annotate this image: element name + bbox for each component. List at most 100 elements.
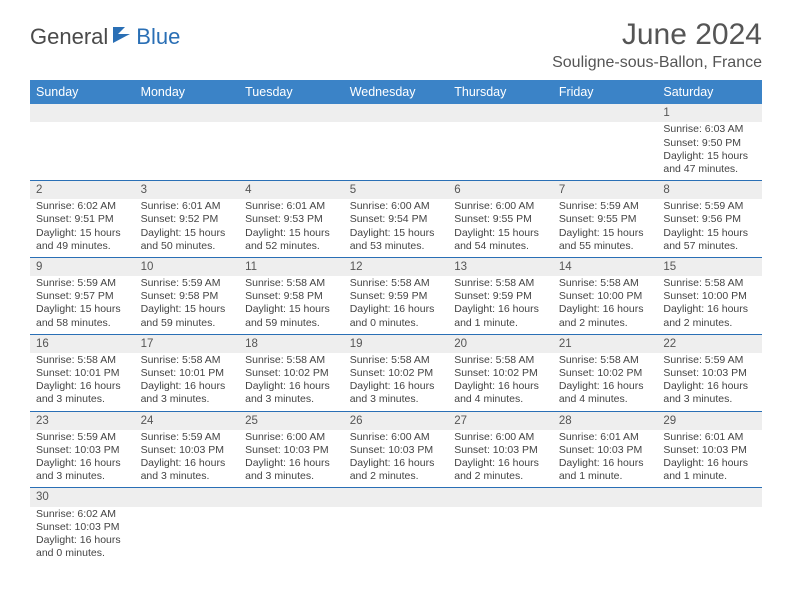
weekday-header: Saturday [657,80,762,104]
weekday-header: Tuesday [239,80,344,104]
day-number-row: 23242526272829 [30,411,762,430]
sunset-text: Sunset: 10:03 PM [36,444,129,457]
day-info-cell: Sunrise: 6:02 AMSunset: 9:51 PMDaylight:… [30,199,135,257]
weekday-header: Monday [135,80,240,104]
weekday-header-row: SundayMondayTuesdayWednesdayThursdayFrid… [30,80,762,104]
weekday-header: Thursday [448,80,553,104]
sunset-text: Sunset: 10:00 PM [663,290,756,303]
day-info-cell: Sunrise: 5:58 AMSunset: 10:00 PMDaylight… [553,276,658,334]
daylight-text: Daylight: 16 hours and 3 minutes. [245,457,338,483]
sunset-text: Sunset: 10:03 PM [454,444,547,457]
daylight-text: Daylight: 15 hours and 55 minutes. [559,227,652,253]
brand-text-2: Blue [136,24,180,50]
day-info-cell: Sunrise: 5:58 AMSunset: 10:02 PMDaylight… [553,353,658,411]
sunrise-text: Sunrise: 6:00 AM [350,200,443,213]
day-info-cell [239,122,344,180]
sunrise-text: Sunrise: 5:59 AM [559,200,652,213]
day-info-row: Sunrise: 6:03 AMSunset: 9:50 PMDaylight:… [30,122,762,180]
day-number-cell [344,488,449,507]
daylight-text: Daylight: 15 hours and 59 minutes. [141,303,234,329]
sunrise-text: Sunrise: 5:58 AM [663,277,756,290]
sunset-text: Sunset: 9:50 PM [663,137,756,150]
day-info-cell [448,122,553,180]
day-number-cell: 3 [135,180,240,199]
daylight-text: Daylight: 16 hours and 2 minutes. [350,457,443,483]
day-number-cell: 27 [448,411,553,430]
sunrise-text: Sunrise: 5:58 AM [245,277,338,290]
day-number-cell [553,488,658,507]
day-number-cell [553,104,658,122]
day-number-cell: 26 [344,411,449,430]
day-info-cell [239,507,344,565]
day-number-cell: 17 [135,334,240,353]
day-number-cell: 13 [448,257,553,276]
daylight-text: Daylight: 16 hours and 0 minutes. [36,534,129,560]
weekday-header: Sunday [30,80,135,104]
day-number-cell: 24 [135,411,240,430]
day-info-row: Sunrise: 5:58 AMSunset: 10:01 PMDaylight… [30,353,762,411]
sunrise-text: Sunrise: 6:00 AM [454,200,547,213]
day-info-cell: Sunrise: 6:01 AMSunset: 9:52 PMDaylight:… [135,199,240,257]
day-number-cell [135,104,240,122]
daylight-text: Daylight: 16 hours and 1 minute. [559,457,652,483]
sunrise-text: Sunrise: 5:59 AM [36,431,129,444]
sunset-text: Sunset: 10:03 PM [141,444,234,457]
daylight-text: Daylight: 15 hours and 53 minutes. [350,227,443,253]
day-info-cell: Sunrise: 5:58 AMSunset: 10:02 PMDaylight… [344,353,449,411]
sunrise-text: Sunrise: 5:59 AM [141,431,234,444]
day-number-cell: 7 [553,180,658,199]
day-info-cell: Sunrise: 5:58 AMSunset: 10:02 PMDaylight… [448,353,553,411]
sunset-text: Sunset: 10:03 PM [663,367,756,380]
day-info-cell [30,122,135,180]
sunrise-text: Sunrise: 5:58 AM [559,354,652,367]
day-info-cell: Sunrise: 5:59 AMSunset: 9:58 PMDaylight:… [135,276,240,334]
day-info-row: Sunrise: 5:59 AMSunset: 10:03 PMDaylight… [30,430,762,488]
day-info-row: Sunrise: 5:59 AM Sunset: 9:57 PM Daylight:… [30,276,762,334]
calendar-table: SundayMondayTuesdayWednesdayThursdayFrid… [30,80,762,564]
daylight-text: Daylight: 16 hours and 1 minute. [454,303,547,329]
day-number-cell: 10 [135,257,240,276]
day-number-cell: 11 [239,257,344,276]
day-info-cell: Sunrise: 6:00 AMSunset: 10:03 PMDaylight… [344,430,449,488]
daylight-text: Daylight: 15 hours and 59 minutes. [245,303,338,329]
day-info-cell [135,122,240,180]
day-info-cell [553,122,658,180]
day-number-row: 16171819202122 [30,334,762,353]
sunset-text: Sunset: 10:03 PM [663,444,756,457]
day-number-cell: 18 [239,334,344,353]
sunrise-text: Sunrise: 5:59 AM [141,277,234,290]
sunset-text: Sunset: 10:02 PM [454,367,547,380]
day-number-cell: 23 [30,411,135,430]
day-number-row: 9101112131415 [30,257,762,276]
day-number-row: 2345678 [30,180,762,199]
sunset-text: Sunset: 9:54 PM [350,213,443,226]
daylight-text: Daylight: 16 hours and 3 minutes. [663,380,756,406]
day-info-cell [344,122,449,180]
day-info-cell: Sunrise: 6:00 AMSunset: 10:03 PMDaylight… [448,430,553,488]
brand-logo: GeneralBlue [30,18,180,50]
sunset-text: Sunset: 9:58 PM [245,290,338,303]
sunrise-text: Sunrise: 5:58 AM [141,354,234,367]
daylight-text: Daylight: 16 hours and 4 minutes. [454,380,547,406]
day-number-cell: 28 [553,411,658,430]
day-number-cell [239,104,344,122]
daylight-text: Daylight: 16 hours and 3 minutes. [350,380,443,406]
sunset-text: Sunset: 9:56 PM [663,213,756,226]
sunset-text: Sunset: 10:01 PM [141,367,234,380]
day-info-cell: Sunrise: 6:02 AMSunset: 10:03 PMDaylight… [30,507,135,565]
day-info-cell [135,507,240,565]
day-number-cell: 20 [448,334,553,353]
sunrise-text: Sunrise: 5:58 AM [559,277,652,290]
daylight-text: Daylight: 15 hours and 50 minutes. [141,227,234,253]
sunrise-text: Sunrise: 6:00 AM [245,431,338,444]
weekday-header: Friday [553,80,658,104]
sunset-text: Sunset: 9:53 PM [245,213,338,226]
day-info-cell: Sunrise: 5:59 AMSunset: 10:03 PMDaylight… [657,353,762,411]
sunset-text: Sunset: 9:57 PM [36,290,129,303]
day-info-cell: Sunrise: 5:58 AMSunset: 10:01 PMDaylight… [135,353,240,411]
day-number-cell [344,104,449,122]
daylight-text: Daylight: 15 hours and 57 minutes. [663,227,756,253]
sunrise-text: Sunrise: 5:58 AM [245,354,338,367]
day-number-cell [135,488,240,507]
day-number-cell: 12 [344,257,449,276]
